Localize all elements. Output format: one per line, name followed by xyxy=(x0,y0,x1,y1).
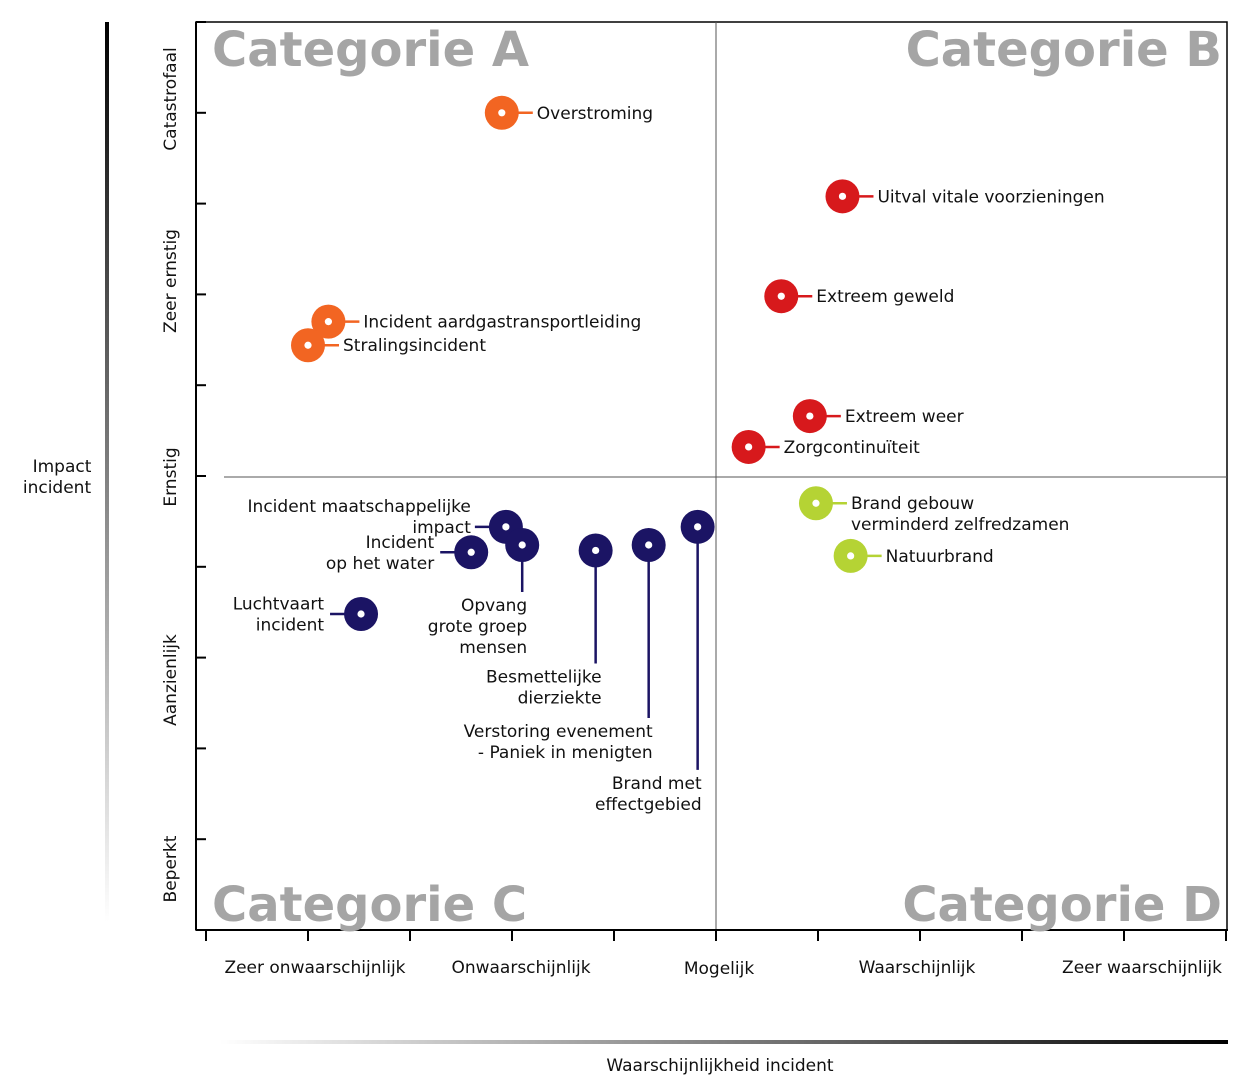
x-tick-label-zeer-waarschijnlijk: Zeer waarschijnlijk xyxy=(1062,958,1222,978)
point-label: mensen xyxy=(459,638,527,658)
x-tick-label-mogelijk: Mogelijk xyxy=(684,959,754,979)
point-verstoring-evenement-paniek-in-menigten: Verstoring evenement- Paniek in menigten xyxy=(464,528,666,763)
point-marker-center xyxy=(694,523,702,531)
point-marker-center xyxy=(812,499,820,507)
point-label: Incident maatschappelijke xyxy=(248,497,471,517)
point-label: incident xyxy=(256,616,325,636)
y-tick-label-ernstig: Ernstig xyxy=(161,447,181,506)
point-stralingsincident: Stralingsincident xyxy=(291,328,486,363)
quadrant-d-label: Categorie D xyxy=(902,877,1222,933)
point-label: Uitval vitale voorzieningen xyxy=(877,187,1104,207)
point-marker-center xyxy=(777,292,785,300)
point-label: Incident aardgastransportleiding xyxy=(363,313,641,333)
point-marker-center xyxy=(847,552,855,560)
point-label: dierziekte xyxy=(518,688,602,708)
data-points: Overstroming Incident aardgastransportlei… xyxy=(233,95,1105,815)
point-uitval-vitale-voorzieningen: Uitval vitale voorzieningen xyxy=(825,179,1105,214)
point-label: Extreem geweld xyxy=(816,287,954,307)
point-marker-center xyxy=(324,318,332,326)
point-overstroming: Overstroming xyxy=(484,95,653,130)
point-label: Zorgcontinuïteit xyxy=(784,438,921,458)
quadrant-a-label: Categorie A xyxy=(212,22,529,78)
y-tick-label-catastrofaal: Catastrofaal xyxy=(161,47,181,150)
point-label: Opvang xyxy=(461,596,527,616)
point-label: Incident xyxy=(366,533,435,553)
point-marker-center xyxy=(592,546,600,555)
point-marker-center xyxy=(357,610,365,618)
point-label: Verstoring evenement xyxy=(464,722,653,742)
x-tick-label-waarschijnlijk: Waarschijnlijk xyxy=(859,958,976,978)
plot-frame xyxy=(195,21,1228,931)
y-tick-label-aanzienlijk: Aanzienlijk xyxy=(161,634,181,726)
y-gradient-bar xyxy=(105,22,109,922)
point-label: impact xyxy=(412,518,471,538)
point-natuurbrand: Natuurbrand xyxy=(833,538,994,573)
point-label: Brand met xyxy=(612,774,702,794)
point-marker-center xyxy=(645,541,653,549)
point-label: Besmettelijke xyxy=(486,667,602,687)
point-marker-center xyxy=(838,192,847,200)
point-label: effectgebied xyxy=(595,795,702,815)
x-gradient-bar xyxy=(220,1040,1228,1044)
y-axis-title-line-2: incident xyxy=(23,478,92,498)
quadrant-c-label: Categorie C xyxy=(212,877,527,933)
point-label: Overstroming xyxy=(537,104,653,124)
point-label: op het water xyxy=(326,554,434,574)
point-marker-center xyxy=(498,109,506,117)
point-marker-center xyxy=(467,548,475,556)
point-label: Extreem weer xyxy=(845,407,964,427)
point-marker-center xyxy=(518,541,526,549)
point-marker-center xyxy=(502,523,510,531)
point-label: verminderd zelfredzamen xyxy=(851,515,1069,535)
point-label: - Paniek in menigten xyxy=(478,743,653,763)
x-axis-title: Waarschijnlijkheid incident xyxy=(606,1056,834,1076)
point-marker-center xyxy=(304,341,312,349)
x-tick-label-zeer-onwaarschijnlijk: Zeer onwaarschijnlijk xyxy=(224,958,405,978)
point-label: Luchtvaart xyxy=(233,595,325,615)
y-tick-label-beperkt: Beperkt xyxy=(161,835,181,902)
x-tick-label-onwaarschijnlijk: Onwaarschijnlijk xyxy=(451,958,590,978)
point-label: Natuurbrand xyxy=(886,547,994,567)
point-label: Brand gebouw xyxy=(851,494,974,514)
y-axis-title-line-1: Impact xyxy=(33,457,92,477)
point-marker-center xyxy=(745,443,753,451)
point-incident-aardgastransportleiding: Incident aardgastransportleiding xyxy=(311,304,641,339)
y-tick-label-zeer-ernstig: Zeer ernstig xyxy=(161,229,181,333)
point-extreem-geweld: Extreem geweld xyxy=(764,279,954,314)
point-zorgcontinu-teit: Zorgcontinuïteit xyxy=(731,429,921,464)
point-marker-center xyxy=(806,412,814,420)
quadrant-b-label: Categorie B xyxy=(906,22,1222,78)
point-extreem-weer: Extreem weer xyxy=(792,399,964,434)
point-label: Stralingsincident xyxy=(343,336,486,356)
point-label: grote groep xyxy=(428,617,527,637)
